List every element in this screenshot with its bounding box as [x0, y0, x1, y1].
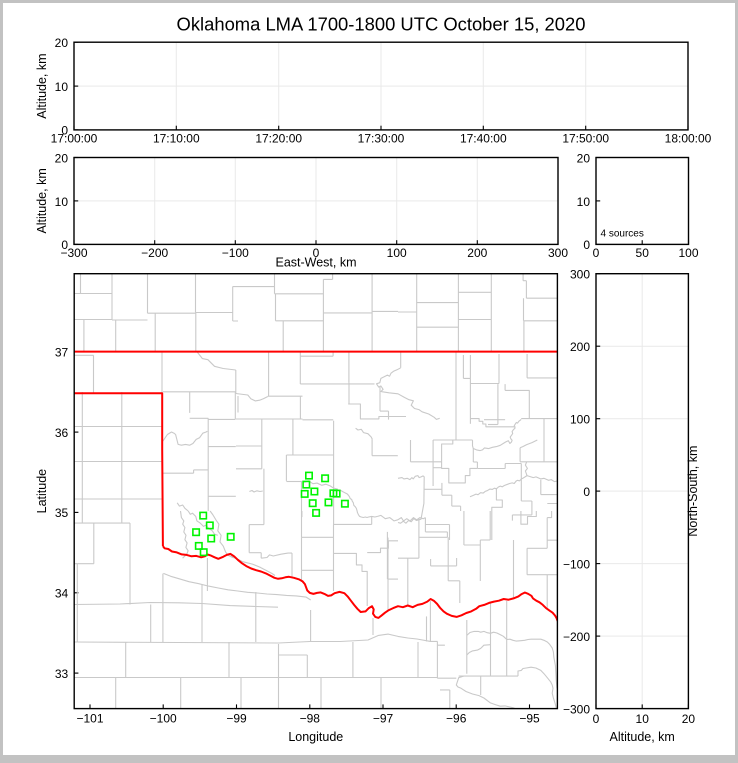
svg-text:−200: −200: [141, 246, 168, 260]
svg-text:17:30:00: 17:30:00: [358, 132, 405, 146]
svg-text:−97: −97: [373, 712, 394, 726]
svg-text:Oklahoma LMA 1700-1800 UTC Oct: Oklahoma LMA 1700-1800 UTC October 15, 2…: [177, 13, 586, 34]
svg-text:−95: −95: [519, 712, 540, 726]
svg-text:100: 100: [678, 246, 698, 260]
svg-text:300: 300: [548, 246, 568, 260]
svg-text:10: 10: [55, 80, 69, 94]
svg-text:20: 20: [682, 712, 696, 726]
svg-text:Altitude, km: Altitude, km: [35, 53, 49, 118]
svg-text:−99: −99: [226, 712, 247, 726]
svg-text:0: 0: [313, 246, 320, 260]
svg-text:17:00:00: 17:00:00: [51, 132, 98, 146]
svg-text:Altitude, km: Altitude, km: [35, 168, 49, 233]
svg-text:200: 200: [467, 246, 487, 260]
svg-text:200: 200: [570, 340, 590, 354]
svg-text:North-South, km: North-South, km: [686, 446, 700, 537]
svg-text:36: 36: [55, 426, 69, 440]
svg-text:10: 10: [636, 712, 650, 726]
svg-text:10: 10: [55, 195, 69, 209]
svg-text:−98: −98: [300, 712, 321, 726]
svg-text:−100: −100: [222, 246, 249, 260]
svg-text:18:00:00: 18:00:00: [665, 132, 712, 146]
svg-text:0: 0: [583, 485, 590, 499]
svg-text:17:40:00: 17:40:00: [460, 132, 507, 146]
svg-text:−96: −96: [446, 712, 467, 726]
svg-text:0: 0: [583, 238, 590, 252]
svg-text:Longitude: Longitude: [288, 730, 343, 744]
svg-text:East-West, km: East-West, km: [275, 256, 356, 270]
svg-text:35: 35: [55, 506, 69, 520]
svg-text:17:50:00: 17:50:00: [562, 132, 609, 146]
svg-text:−101: −101: [76, 712, 103, 726]
svg-text:0: 0: [593, 712, 600, 726]
svg-text:50: 50: [636, 246, 650, 260]
svg-text:Latitude: Latitude: [35, 469, 49, 514]
svg-text:300: 300: [570, 268, 590, 282]
svg-text:34: 34: [55, 587, 69, 601]
svg-text:−300: −300: [563, 702, 590, 716]
svg-text:0: 0: [61, 124, 68, 138]
svg-text:Altitude, km: Altitude, km: [610, 730, 675, 744]
svg-text:17:10:00: 17:10:00: [153, 132, 200, 146]
svg-text:−100: −100: [563, 557, 590, 571]
svg-text:100: 100: [387, 246, 407, 260]
svg-text:20: 20: [55, 36, 69, 50]
svg-text:0: 0: [593, 246, 600, 260]
svg-text:20: 20: [577, 151, 591, 165]
svg-text:33: 33: [55, 667, 69, 681]
svg-text:4 sources: 4 sources: [601, 229, 644, 240]
svg-text:−100: −100: [150, 712, 177, 726]
svg-text:20: 20: [55, 151, 69, 165]
svg-text:−200: −200: [563, 630, 590, 644]
svg-text:17:20:00: 17:20:00: [255, 132, 302, 146]
svg-text:0: 0: [61, 238, 68, 252]
svg-text:100: 100: [570, 413, 590, 427]
svg-text:−300: −300: [60, 246, 87, 260]
svg-text:10: 10: [577, 195, 591, 209]
svg-text:37: 37: [55, 346, 69, 360]
